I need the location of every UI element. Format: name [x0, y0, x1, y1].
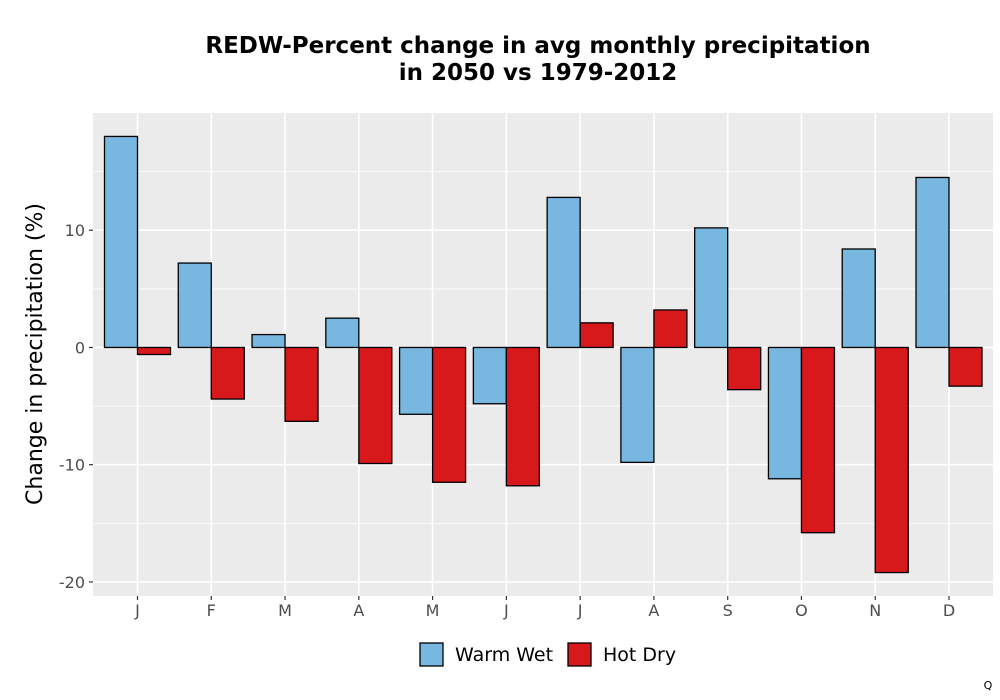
legend-label-warm-wet: Warm Wet: [455, 644, 553, 666]
x-tick-label: S: [723, 601, 733, 620]
y-tick-label: 10: [65, 221, 85, 240]
bar-hot-dry: [505, 346, 541, 487]
bar-hot-dry: [579, 322, 614, 349]
bar-hot-dry: [874, 346, 909, 574]
x-tick-label: N: [869, 601, 881, 620]
bar-warm-wet: [620, 346, 655, 464]
legend-key-hot-dry: [567, 642, 592, 667]
corner-mark: Q: [984, 679, 993, 692]
bar-warm-wet: [325, 317, 360, 349]
bar-warm-wet: [546, 196, 581, 349]
legend-key-warm-wet: [419, 642, 444, 667]
x-tick-label: D: [943, 601, 955, 620]
bar-hot-dry: [800, 346, 836, 534]
bar-hot-dry: [727, 346, 762, 391]
bar-warm-wet: [841, 248, 876, 349]
y-tick-label: -20: [59, 573, 85, 592]
bar-hot-dry: [284, 346, 319, 422]
bar-warm-wet: [915, 176, 950, 349]
y-tick-label: 0: [75, 338, 85, 357]
x-tick-label: O: [795, 601, 808, 620]
bar-hot-dry: [948, 346, 983, 387]
bar-warm-wet: [767, 346, 803, 480]
bar-warm-wet: [251, 333, 286, 349]
bar-warm-wet: [398, 346, 434, 415]
bar-hot-dry: [431, 346, 467, 483]
x-tick-label: F: [207, 601, 216, 620]
x-tick-label: M: [426, 601, 440, 620]
bar-warm-wet: [694, 227, 729, 349]
x-tick-label: J: [503, 601, 509, 620]
bar-warm-wet: [103, 135, 139, 349]
chart-title-line2: in 2050 vs 1979-2012: [399, 60, 678, 86]
x-tick-label: M: [278, 601, 292, 620]
bar-hot-dry: [358, 346, 393, 465]
bar-hot-dry: [653, 309, 688, 349]
y-tick-label: -10: [59, 456, 85, 475]
bar-hot-dry: [210, 346, 245, 400]
x-tick-label: A: [648, 601, 659, 620]
legend: Warm Wet Hot Dry: [419, 642, 676, 667]
legend-label-hot-dry: Hot Dry: [603, 644, 676, 666]
bar-warm-wet: [472, 346, 508, 405]
y-axis-ticks: -20 -10 0 10: [59, 221, 93, 592]
x-tick-label: A: [353, 601, 364, 620]
x-tick-label: J: [134, 601, 140, 620]
bars: [103, 135, 983, 574]
bar-hot-dry: [136, 346, 172, 356]
bar-warm-wet: [177, 262, 212, 349]
y-axis-title: Change in precipitation (%): [23, 203, 48, 505]
chart-title-line1: REDW-Percent change in avg monthly preci…: [205, 33, 870, 59]
x-tick-label: J: [577, 601, 583, 620]
